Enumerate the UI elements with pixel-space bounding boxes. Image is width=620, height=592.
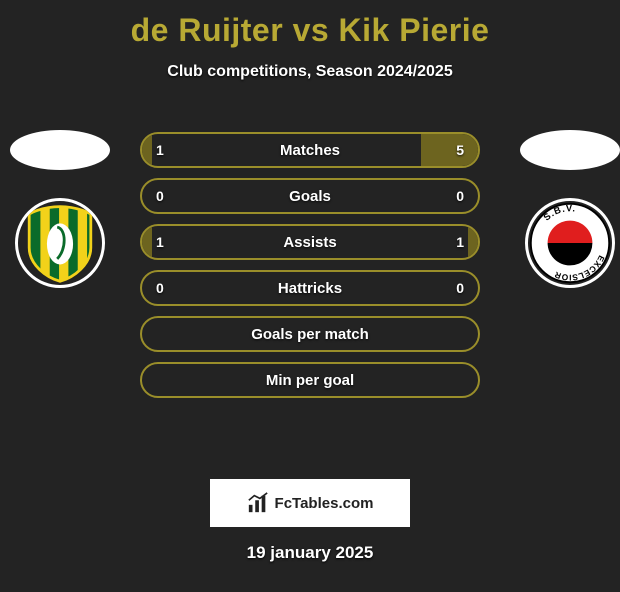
- stat-label: Assists: [142, 234, 478, 251]
- stat-label: Min per goal: [142, 372, 478, 389]
- subtitle: Club competitions, Season 2024/2025: [0, 63, 620, 81]
- brand-label: FcTables.com: [275, 495, 374, 512]
- stat-row-goals: 0Goals0: [140, 178, 480, 214]
- stat-label: Hattricks: [142, 280, 478, 297]
- stat-right-value: 5: [456, 142, 464, 158]
- stat-row-hattricks: 0Hattricks0: [140, 270, 480, 306]
- stats-container: 1Matches50Goals01Assists10Hattricks0Goal…: [140, 132, 480, 398]
- stat-right-value: 0: [456, 280, 464, 296]
- player-right-photo-placeholder: [520, 130, 620, 170]
- stat-row-assists: 1Assists1: [140, 224, 480, 260]
- stat-row-matches: 1Matches5: [140, 132, 480, 168]
- team-left-crest: [15, 198, 105, 288]
- stat-right-value: 0: [456, 188, 464, 204]
- player-right-slot: S.B.V. EXCELSIOR: [515, 130, 620, 288]
- stat-label: Matches: [142, 142, 478, 159]
- stat-right-value: 1: [456, 234, 464, 250]
- stat-row-goals-per-match: Goals per match: [140, 316, 480, 352]
- chart-icon: [247, 492, 269, 514]
- excelsior-icon: S.B.V. EXCELSIOR: [528, 201, 612, 285]
- player-left-slot: [5, 130, 115, 288]
- page-title: de Ruijter vs Kik Pierie: [0, 12, 620, 49]
- stat-label: Goals: [142, 188, 478, 205]
- brand-badge: FcTables.com: [210, 479, 410, 527]
- team-right-crest: S.B.V. EXCELSIOR: [525, 198, 615, 288]
- ado-den-haag-icon: [18, 201, 102, 285]
- stat-row-min-per-goal: Min per goal: [140, 362, 480, 398]
- date-label: 19 january 2025: [0, 543, 620, 563]
- player-left-photo-placeholder: [10, 130, 110, 170]
- stat-label: Goals per match: [142, 326, 478, 343]
